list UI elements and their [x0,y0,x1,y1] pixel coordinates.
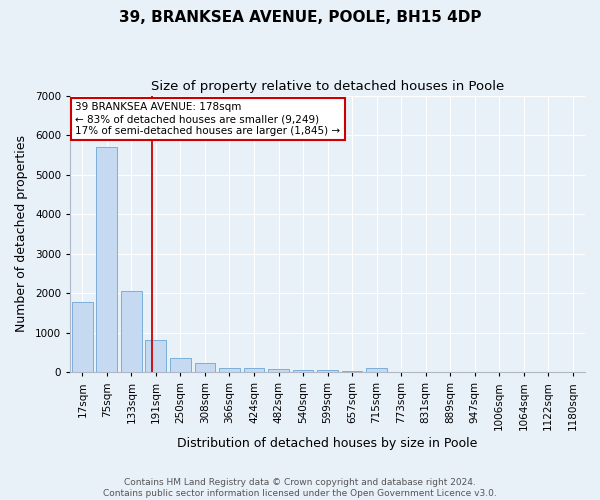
Bar [97,147,117,372]
Bar [244,368,265,372]
Title: Size of property relative to detached houses in Poole: Size of property relative to detached ho… [151,80,504,93]
Text: 39, BRANKSEA AVENUE, POOLE, BH15 4DP: 39, BRANKSEA AVENUE, POOLE, BH15 4DP [119,10,481,25]
X-axis label: Distribution of detached houses by size in Poole: Distribution of detached houses by size … [178,437,478,450]
Text: 39 BRANKSEA AVENUE: 178sqm
← 83% of detached houses are smaller (9,249)
17% of s: 39 BRANKSEA AVENUE: 178sqm ← 83% of deta… [75,102,340,136]
Bar [72,302,93,372]
Y-axis label: Number of detached properties: Number of detached properties [15,136,28,332]
Bar [317,370,338,372]
Bar [170,358,191,372]
Bar [145,340,166,372]
Bar [293,370,313,372]
Bar [366,368,387,372]
Bar [268,369,289,372]
Bar [219,368,240,372]
Bar [341,370,362,372]
Bar [121,291,142,372]
Text: Contains HM Land Registry data © Crown copyright and database right 2024.
Contai: Contains HM Land Registry data © Crown c… [103,478,497,498]
Bar [194,363,215,372]
